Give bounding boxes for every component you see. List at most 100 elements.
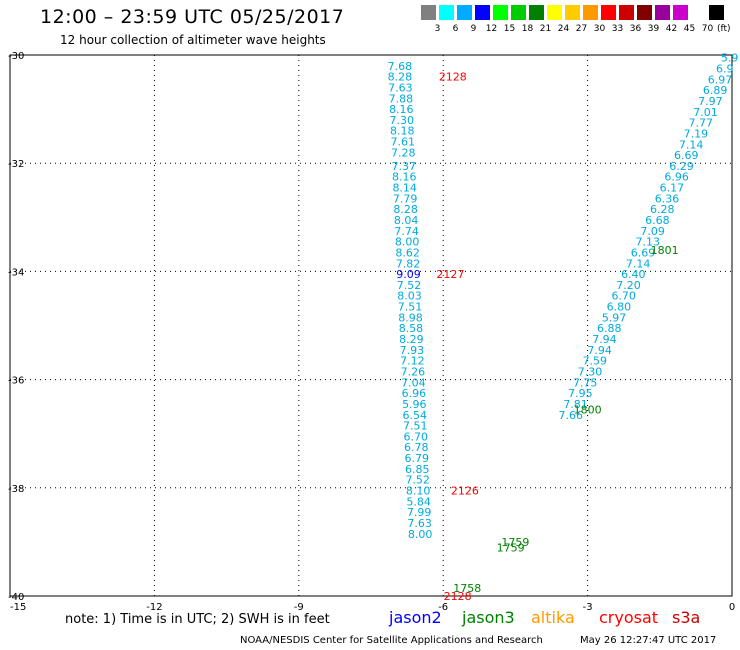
colorbar-swatch bbox=[511, 5, 526, 20]
chart-title: 12:00 – 23:59 UTC 05/25/2017 bbox=[40, 6, 345, 28]
colorbar-label: 12 bbox=[485, 24, 498, 34]
data-label: 6.70 bbox=[404, 430, 429, 443]
data-label: 6.28 bbox=[650, 203, 675, 216]
data-label: 6.78 bbox=[404, 441, 429, 454]
data-label: 1800 bbox=[574, 403, 602, 416]
data-label: 1801 bbox=[651, 244, 679, 257]
data-label: 7.14 bbox=[626, 257, 651, 270]
data-label: 7.66 bbox=[559, 409, 584, 422]
colorbar-label: 33 bbox=[611, 24, 624, 34]
data-label: 8.29 bbox=[399, 333, 424, 346]
satellite-cryosat: cryosat bbox=[599, 608, 659, 627]
data-label: 7.79 bbox=[393, 192, 418, 205]
colorbar-swatch bbox=[583, 5, 598, 20]
data-label: 7.82 bbox=[396, 257, 421, 270]
data-label: 7.59 bbox=[583, 355, 608, 368]
colorbar-swatch bbox=[691, 5, 706, 20]
data-label: 7.20 bbox=[616, 279, 641, 292]
colorbar-swatch bbox=[529, 5, 544, 20]
data-label: 7.81 bbox=[563, 398, 588, 411]
data-label: 1759 bbox=[501, 536, 529, 549]
x-tick-label: -6 bbox=[438, 602, 448, 613]
colorbar-label: 30 bbox=[593, 24, 606, 34]
colorbar-label: 27 bbox=[575, 24, 588, 34]
data-label: 7.26 bbox=[401, 365, 426, 378]
data-label: 1758 bbox=[453, 582, 481, 595]
plot-frame bbox=[9, 54, 733, 597]
data-label: 7.77 bbox=[688, 117, 713, 130]
y-tick-label: -36 bbox=[8, 376, 24, 387]
data-label: 7.14 bbox=[679, 138, 704, 151]
colorbar-label: 70 bbox=[701, 24, 714, 34]
colorbar-label: 18 bbox=[521, 24, 534, 34]
data-label: 7.63 bbox=[388, 81, 413, 94]
data-label: 7.94 bbox=[587, 344, 612, 357]
data-label: 7.37 bbox=[391, 160, 416, 173]
data-label: 7.52 bbox=[405, 474, 430, 487]
data-label: 8.28 bbox=[388, 71, 413, 84]
data-label: 8.03 bbox=[397, 290, 422, 303]
data-label: 8.14 bbox=[392, 182, 417, 195]
credit-text: NOAA/NESDIS Center for Satellite Applica… bbox=[240, 635, 543, 646]
colorbar-unit: (ft) bbox=[717, 24, 731, 34]
colorbar-label: 24 bbox=[557, 24, 570, 34]
data-label: 7.52 bbox=[397, 279, 422, 292]
data-label: 8.18 bbox=[390, 125, 415, 138]
chart-subtitle: 12 hour collection of altimeter wave hei… bbox=[60, 33, 326, 47]
satellite-s3a: s3a bbox=[672, 608, 701, 627]
data-label: 6.70 bbox=[611, 290, 636, 303]
data-label: 2126 bbox=[451, 485, 479, 498]
colorbar-label: 3 bbox=[434, 24, 441, 34]
colorbar-swatch bbox=[565, 5, 580, 20]
data-label: 6.85 bbox=[405, 463, 430, 476]
data-label: 7.88 bbox=[389, 92, 414, 105]
data-label: 7.75 bbox=[573, 376, 598, 389]
data-label: 8.62 bbox=[395, 246, 420, 259]
data-label: 8.00 bbox=[395, 236, 420, 249]
y-tick-label: -32 bbox=[8, 159, 24, 170]
data-label: 9.09 bbox=[396, 268, 421, 281]
y-tick-label: -40 bbox=[8, 592, 24, 603]
data-label: 5.96 bbox=[402, 398, 427, 411]
data-label: 6.88 bbox=[597, 322, 622, 335]
data-label: 2128 bbox=[439, 71, 467, 84]
colorbar-label: 6 bbox=[452, 24, 459, 34]
data-label: 8.58 bbox=[399, 322, 424, 335]
data-label: 7.74 bbox=[394, 225, 419, 238]
data-label: 6.29 bbox=[669, 160, 694, 173]
colorbar-label: 42 bbox=[665, 24, 678, 34]
satellite-jason3: jason3 bbox=[462, 608, 515, 627]
data-label: 7.28 bbox=[391, 146, 416, 159]
data-label: 1759 bbox=[497, 541, 525, 554]
data-label: 7.93 bbox=[400, 344, 425, 357]
data-label: 7.04 bbox=[401, 376, 426, 389]
data-label: 5.84 bbox=[406, 495, 431, 508]
data-label: 8.00 bbox=[408, 528, 433, 541]
colorbar-swatch bbox=[709, 5, 724, 20]
x-tick-label: 0 bbox=[729, 602, 735, 613]
colorbar-swatch bbox=[655, 5, 670, 20]
data-label: 6.69 bbox=[631, 246, 656, 259]
timestamp-text: May 26 12:27:47 UTC 2017 bbox=[580, 635, 717, 646]
data-label: 7.61 bbox=[391, 136, 416, 149]
colorbar-swatch bbox=[439, 5, 454, 20]
data-label: 6.97 bbox=[708, 73, 733, 86]
data-label: 7.68 bbox=[388, 60, 413, 73]
data-label: 8.28 bbox=[393, 203, 418, 216]
data-label: 8.10 bbox=[406, 485, 431, 498]
y-tick-label: -34 bbox=[8, 267, 24, 278]
satellite-jason2: jason2 bbox=[389, 608, 442, 627]
data-label: 6.9 bbox=[716, 63, 734, 76]
colorbar-label: 39 bbox=[647, 24, 660, 34]
x-tick-label: -9 bbox=[294, 602, 304, 613]
y-tick-label: -38 bbox=[8, 484, 24, 495]
colorbar-swatch bbox=[601, 5, 616, 20]
data-label: 5.97 bbox=[602, 311, 627, 324]
data-label: 7.30 bbox=[578, 365, 603, 378]
data-label: 7.97 bbox=[698, 95, 723, 108]
data-label: 7.63 bbox=[407, 517, 432, 530]
data-label: 6.68 bbox=[645, 214, 670, 227]
data-label: 2127 bbox=[436, 268, 464, 281]
colorbar-swatch bbox=[673, 5, 688, 20]
